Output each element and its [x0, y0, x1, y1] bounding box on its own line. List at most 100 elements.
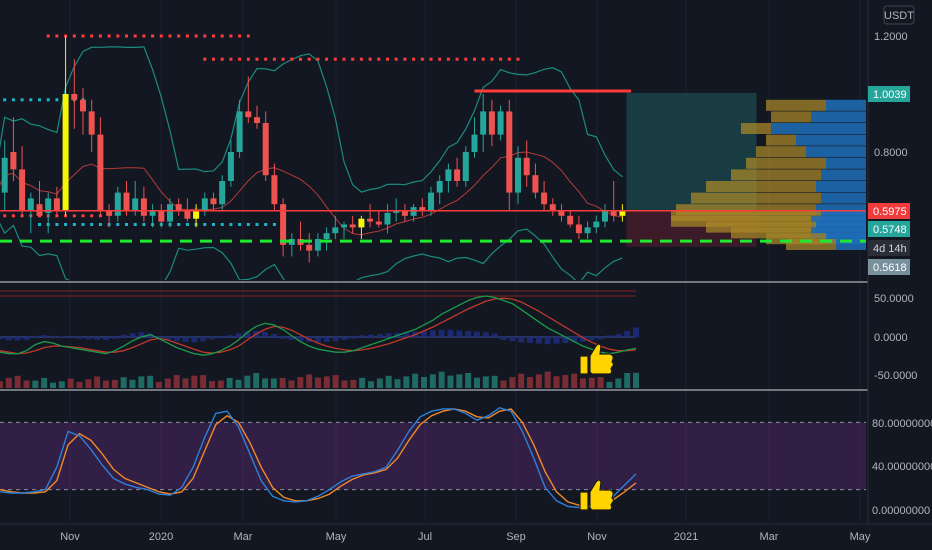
bollinger-lower [0, 222, 623, 280]
volume-profile-down-10 [671, 210, 821, 221]
macd-histogram-46 [403, 332, 410, 337]
time-label-sep: Sep [506, 531, 526, 543]
volume-bar-72 [633, 372, 639, 388]
marker-dot-4-8 [64, 223, 68, 226]
volume-bar-68 [597, 377, 604, 388]
volume-profile-down-6 [731, 169, 821, 181]
volume-profile-up-8 [821, 192, 866, 204]
candle-body-52 [445, 169, 452, 181]
volume-bar-13 [111, 379, 118, 388]
volume-profile-down-9 [676, 204, 816, 216]
price-tag-support: 0.5618 [868, 259, 910, 275]
time-label-may-2: May [850, 531, 871, 543]
marker-dot-1-16 [133, 34, 137, 38]
macd-histogram-69 [606, 335, 613, 337]
marker-dot-4-31 [264, 223, 268, 226]
volume-bar-55 [482, 376, 489, 388]
volume-bar-56 [491, 375, 498, 388]
macd-histogram-65 [571, 337, 578, 343]
volume-bar-40 [350, 379, 357, 388]
candle-body-1 [1, 157, 8, 193]
macd-histogram-64 [562, 337, 569, 343]
volume-bar-22 [191, 375, 198, 388]
marker-dot-2-59 [507, 57, 511, 61]
candle-body-70 [602, 210, 608, 222]
candle-body-57 [488, 111, 495, 135]
stochastic-pane[interactable] [0, 407, 866, 509]
macd-histogram-55 [482, 332, 489, 337]
volume-bar-25 [217, 380, 224, 388]
volume-bar-19 [164, 378, 171, 388]
marker-dot-2-25 [212, 57, 215, 61]
volume-bar-9 [76, 381, 83, 388]
macd-histogram-33 [288, 337, 295, 340]
volume-bar-21 [182, 378, 189, 388]
macd-histogram-63 [553, 337, 560, 344]
candle-body-30 [254, 117, 260, 123]
price-axis[interactable]: USDT 1.2000 0.8000 1.0039 0.5975 0.5748 … [867, 0, 932, 550]
volume-profile-down-5 [746, 157, 826, 169]
volume-bar-42 [368, 381, 374, 388]
macd-histogram-5 [41, 335, 48, 337]
marker-dot-4-12 [98, 223, 102, 226]
volume-bar-3 [23, 380, 30, 388]
volume-bar-12 [103, 380, 109, 388]
candle-body-18 [149, 210, 156, 216]
stoch-tick-80: 80.00000000 [872, 418, 932, 430]
marker-dot-2-27 [229, 57, 233, 61]
volume-bar-47 [412, 373, 419, 388]
marker-dot-2-51 [438, 57, 442, 61]
marker-dot-0-10 [81, 214, 85, 218]
macd-histogram-2 [14, 337, 21, 341]
volume-bar-60 [527, 377, 533, 388]
marker-dot-4-11 [90, 223, 94, 226]
macd-histogram-0 [0, 337, 3, 340]
macd-histogram-72 [633, 327, 639, 337]
marker-dot-4-10 [81, 223, 85, 226]
volume-profile-up-10 [821, 210, 866, 221]
marker-dot-0-1 [3, 214, 7, 218]
candle-body-33 [280, 204, 287, 245]
price-tag-last-bg [868, 221, 910, 237]
marker-dot-2-47 [403, 57, 407, 61]
marker-dot-0-11 [90, 214, 94, 218]
marker-dot-4-28 [238, 223, 242, 226]
candle-body-22 [184, 210, 191, 219]
macd-line [0, 295, 637, 356]
time-axis[interactable]: Nov 2020 Mar May Jul Sep Nov 2021 Mar Ma… [0, 523, 932, 543]
volume-bar-1 [5, 377, 12, 388]
volume-bar-30 [262, 378, 268, 388]
macd-histogram-27 [235, 333, 242, 337]
time-label-may: May [326, 531, 347, 543]
candle-body-9 [71, 94, 78, 100]
marker-dot-1-13 [107, 34, 111, 38]
time-label-jul: Jul [418, 531, 432, 543]
macd-histogram-71 [624, 331, 631, 337]
marker-dot-2-42 [359, 57, 363, 61]
marker-dot-1-22 [185, 34, 189, 38]
volume-bar-10 [85, 379, 92, 388]
marker-dot-3-3 [20, 98, 24, 102]
candle-body-59 [506, 111, 513, 193]
marker-dot-4-7 [55, 223, 59, 226]
price-tag-support-text: 0.5618 [873, 262, 907, 274]
volume-profile-up-13 [811, 227, 866, 239]
currency-badge[interactable]: USDT [883, 5, 915, 25]
macd-pane[interactable] [0, 290, 639, 388]
volume-bar-41 [359, 377, 366, 388]
marker-dot-4-17 [142, 223, 146, 226]
marker-dot-0-9 [72, 214, 76, 218]
stoch-tick-0: 0.00000000 [872, 505, 930, 517]
price-pane[interactable] [0, 34, 866, 329]
volume-bar-59 [518, 373, 525, 388]
macd-histogram-62 [544, 337, 551, 345]
volume-profile-down-14 [766, 233, 826, 245]
candle-body-44 [375, 221, 382, 225]
thumbs-up-icon [579, 343, 615, 375]
candle-body-29 [245, 111, 252, 118]
marker-dot-2-44 [377, 57, 381, 61]
volume-bar-43 [376, 378, 383, 388]
macd-histogram-30 [262, 332, 268, 337]
marker-dot-2-58 [499, 57, 503, 61]
